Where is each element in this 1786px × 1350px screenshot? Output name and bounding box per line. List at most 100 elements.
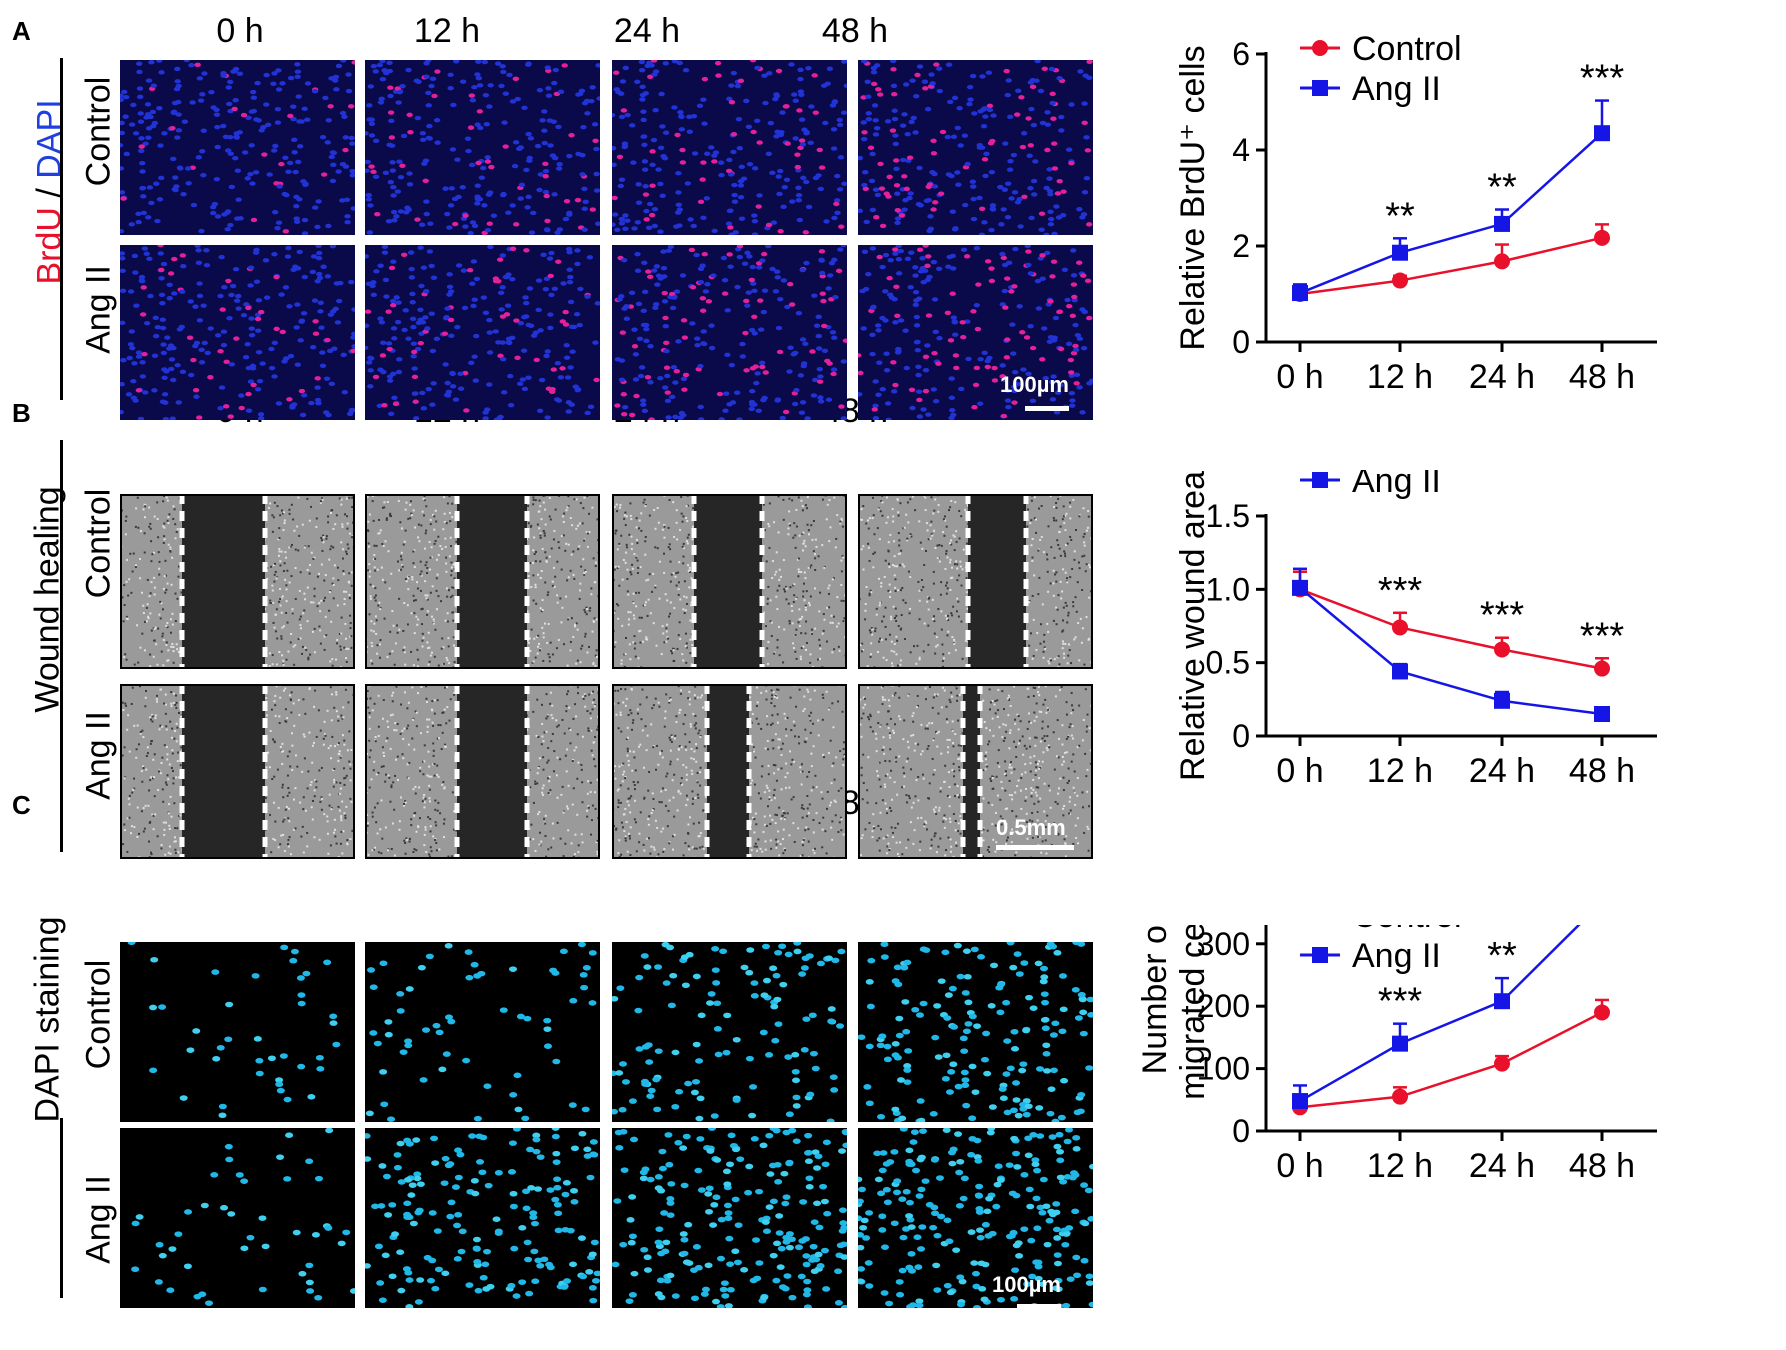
series-line-0 xyxy=(1299,588,1603,670)
micrograph-texture xyxy=(120,494,355,669)
x-tick-label: 24 h xyxy=(1469,752,1535,790)
legend-label-1: Ang II xyxy=(1352,470,1441,500)
data-point-control xyxy=(1594,1004,1610,1021)
data-point-angii xyxy=(1392,663,1408,680)
micrograph-texture xyxy=(858,245,1093,420)
scalebar-label-b: 0.5mm xyxy=(996,815,1066,840)
y-tick-label: 0 xyxy=(1232,1113,1250,1149)
row-label-c-control: Control xyxy=(79,959,118,1070)
significance-label: *** xyxy=(1378,570,1423,612)
micrograph-wound-r1-c1 xyxy=(365,684,600,859)
scalebar-b xyxy=(996,845,1074,850)
micrograph-dapi-r1-c2 xyxy=(612,1128,847,1308)
y-tick-label: 4 xyxy=(1232,132,1250,168)
scalebar-label-a: 100µm xyxy=(1000,372,1069,397)
data-point-control xyxy=(1392,1088,1408,1105)
series-line-1 xyxy=(1299,925,1581,1103)
data-point-control xyxy=(1392,619,1408,636)
panel-a-stain-label: BrdU / DAPI xyxy=(31,99,70,284)
time-label-a-2: 24 h xyxy=(613,12,681,50)
micrograph-texture xyxy=(858,942,1093,1122)
panel-letter-b: B xyxy=(12,398,31,428)
data-point-angii xyxy=(1494,993,1510,1010)
micrograph-texture xyxy=(365,494,600,669)
significance-label: *** xyxy=(1378,981,1423,1023)
data-point-angii xyxy=(1292,1093,1308,1110)
micrograph-brdu-r0-c1 xyxy=(365,60,600,235)
legend-marker-angii xyxy=(1312,80,1328,96)
data-point-angii xyxy=(1594,125,1610,142)
x-tick-label: 48 h xyxy=(1569,752,1635,790)
x-tick-label: 0 h xyxy=(1276,752,1323,790)
micrograph-texture xyxy=(120,1128,355,1308)
legend-marker-angii xyxy=(1312,472,1328,488)
data-point-angii xyxy=(1292,579,1308,596)
time-label-a-3: 48 h xyxy=(821,12,889,50)
micrograph-dapi-r0-c1 xyxy=(365,942,600,1122)
micrograph-texture xyxy=(120,684,355,859)
micrograph-brdu-r0-c2 xyxy=(612,60,847,235)
group-line-c xyxy=(60,1118,63,1298)
y-tick-label: 0.5 xyxy=(1206,645,1250,681)
group-line-a xyxy=(60,58,63,400)
micrograph-texture xyxy=(858,684,1093,859)
micrograph-texture xyxy=(612,494,847,669)
micrograph-texture xyxy=(365,245,600,420)
micrograph-texture xyxy=(612,245,847,420)
panel-letter-c: C xyxy=(12,790,31,820)
micrograph-wound-r0-c0 xyxy=(120,494,355,669)
micrograph-brdu-r1-c0 xyxy=(120,245,355,420)
y-tick-label: 100 xyxy=(1197,1051,1250,1087)
data-point-control xyxy=(1392,272,1408,289)
y-tick-label: 200 xyxy=(1197,988,1250,1024)
data-point-angii xyxy=(1392,1035,1408,1052)
x-tick-label: 0 h xyxy=(1276,1147,1323,1185)
y-axis-label: Relative wound area xyxy=(1174,471,1212,781)
y-axis-label-line2: migrated cells xyxy=(1174,925,1212,1100)
micrograph-dapi-r1-c3 xyxy=(858,1128,1093,1308)
data-point-angii xyxy=(1392,244,1408,261)
legend-label-1: Ang II xyxy=(1352,937,1441,975)
micrograph-wound-r0-c3 xyxy=(858,494,1093,669)
y-tick-label: 6 xyxy=(1232,36,1250,72)
legend-marker-control xyxy=(1312,40,1328,56)
y-axis-label-line1: Number of xyxy=(1136,925,1174,1074)
y-tick-label: 0 xyxy=(1232,324,1250,360)
series-line-1 xyxy=(1299,586,1603,716)
micrograph-dapi-r0-c2 xyxy=(612,942,847,1122)
data-point-angii xyxy=(1594,706,1610,722)
micrograph-texture xyxy=(612,684,847,859)
y-tick-label: 2 xyxy=(1232,228,1250,264)
micrograph-texture xyxy=(858,1128,1093,1308)
micrograph-dapi-r0-c3 xyxy=(858,942,1093,1122)
scalebar-c xyxy=(1017,1304,1061,1309)
x-tick-label: 12 h xyxy=(1367,358,1433,396)
micrograph-texture xyxy=(365,1128,600,1308)
micrograph-brdu-r0-c0 xyxy=(120,60,355,235)
series-line-1 xyxy=(1299,132,1603,295)
micrograph-texture xyxy=(120,942,355,1122)
micrograph-texture xyxy=(858,60,1093,235)
group-line-b xyxy=(60,440,63,852)
legend-label-0: Control xyxy=(1352,925,1462,935)
micrograph-brdu-r1-c1 xyxy=(365,245,600,420)
significance-label: *** xyxy=(1580,58,1625,100)
micrograph-wound-r0-c2 xyxy=(612,494,847,669)
micrograph-texture xyxy=(365,684,600,859)
micrograph-texture xyxy=(612,1128,847,1308)
significance-label: *** xyxy=(1580,615,1625,657)
micrograph-texture xyxy=(612,942,847,1122)
micrograph-texture xyxy=(612,60,847,235)
micrograph-dapi-r1-c1 xyxy=(365,1128,600,1308)
micrograph-texture xyxy=(120,245,355,420)
data-point-angii xyxy=(1494,215,1510,232)
micrograph-dapi-r1-c0 xyxy=(120,1128,355,1308)
row-label-a-control: Control xyxy=(79,76,118,187)
legend-label-0: Control xyxy=(1352,30,1462,68)
x-tick-label: 24 h xyxy=(1469,1147,1535,1185)
legend-label-1: Ang II xyxy=(1352,70,1441,108)
micrograph-wound-r0-c1 xyxy=(365,494,600,669)
micrograph-dapi-r0-c0 xyxy=(120,942,355,1122)
x-tick-label: 12 h xyxy=(1367,752,1433,790)
